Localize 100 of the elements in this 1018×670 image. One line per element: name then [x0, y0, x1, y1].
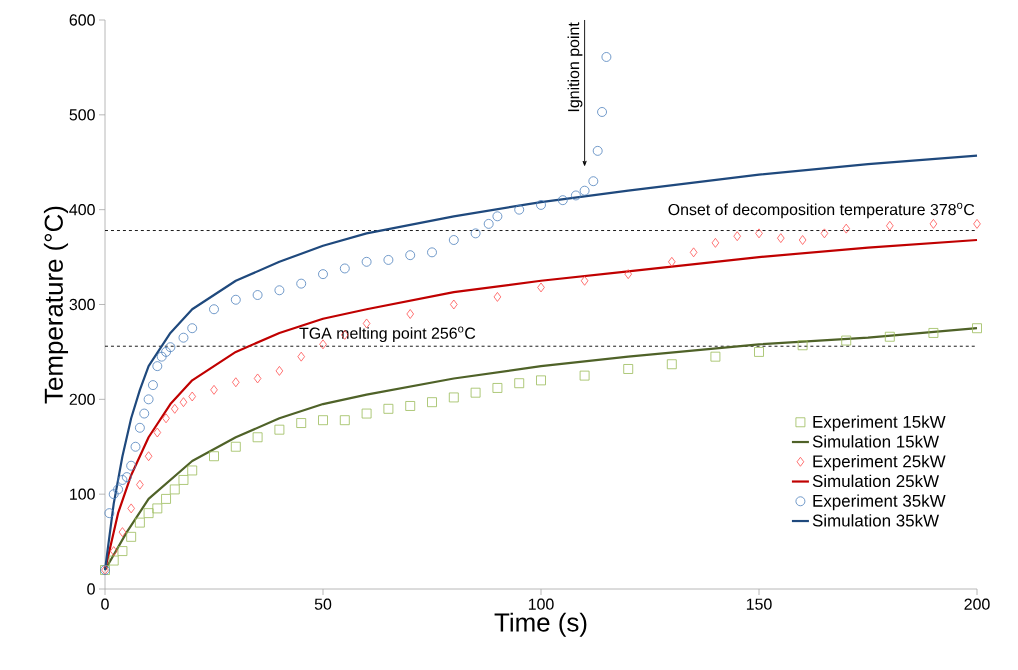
point [118, 527, 127, 537]
point [339, 263, 350, 274]
point [297, 351, 305, 362]
point [318, 415, 328, 426]
point [169, 484, 180, 495]
y-tick-label: 0 [87, 583, 95, 595]
y-tick-label: 500 [69, 109, 95, 121]
legend-label: Simulation 25kW [812, 474, 939, 488]
point [230, 441, 241, 452]
x-tick-label: 200 [964, 598, 990, 610]
point [973, 218, 981, 229]
point [161, 494, 171, 504]
ref-line-label: TGA melting point 256$^{o}$C [299, 326, 476, 343]
point [230, 294, 241, 305]
point [126, 531, 137, 542]
point [557, 195, 568, 206]
annotation: Ignition point [567, 22, 583, 112]
point [136, 479, 144, 490]
point [144, 451, 153, 462]
point [820, 228, 829, 239]
point [601, 52, 612, 62]
point [536, 375, 546, 386]
point [929, 218, 938, 229]
point [126, 460, 137, 471]
point [143, 394, 154, 405]
point [139, 408, 150, 419]
legend-label: Experiment 15kW [813, 415, 946, 432]
point [274, 424, 285, 435]
point [448, 235, 459, 245]
point [130, 441, 141, 452]
point [319, 339, 327, 350]
point [623, 364, 634, 374]
point [427, 247, 437, 258]
point [156, 351, 167, 362]
point [361, 408, 372, 419]
line-series [103, 154, 979, 572]
point [884, 331, 895, 342]
y-tick-label: 200 [69, 393, 95, 405]
point [274, 285, 285, 296]
point [361, 256, 372, 267]
point [798, 235, 807, 245]
point [755, 228, 763, 239]
point [733, 231, 741, 242]
point [117, 475, 128, 485]
point [570, 190, 581, 201]
point [109, 546, 118, 556]
point [383, 255, 394, 265]
point [187, 465, 198, 476]
point [153, 427, 162, 438]
point [296, 418, 307, 428]
point [689, 247, 698, 258]
point [162, 413, 170, 424]
point [209, 451, 219, 462]
point [754, 347, 764, 357]
point [536, 200, 546, 210]
x-tick-label: 150 [746, 598, 772, 610]
point [597, 107, 607, 117]
point [210, 384, 218, 395]
x-axis-title: Time (s) [494, 612, 587, 637]
point [470, 228, 481, 239]
point [624, 269, 632, 280]
legend-label: Experiment 25kW [813, 454, 946, 471]
legend-label: Simulation 35kW [812, 514, 939, 527]
point [178, 475, 189, 485]
point [143, 508, 154, 519]
x-tick-label: 0 [101, 598, 109, 610]
point [104, 508, 115, 519]
point [450, 299, 458, 310]
point [178, 332, 189, 343]
point [588, 176, 599, 187]
point [777, 233, 785, 244]
point [275, 365, 284, 376]
point [108, 489, 119, 500]
point [493, 292, 502, 302]
point [406, 309, 414, 319]
point [113, 484, 123, 495]
point [592, 145, 603, 156]
y-tick-label: 100 [70, 488, 95, 500]
point [492, 383, 503, 393]
point [711, 237, 720, 248]
legend-label: Simulation 15kW [812, 435, 939, 448]
point [579, 185, 590, 196]
point [117, 546, 128, 556]
point [148, 380, 158, 391]
point [842, 223, 850, 234]
point [668, 256, 676, 267]
point [580, 275, 589, 286]
ref-line-label: Onset of decomposition temperature 378$^{o}$C [668, 202, 975, 219]
point [886, 220, 894, 231]
point [710, 351, 721, 362]
y-tick-label: 400 [69, 204, 95, 216]
point [187, 323, 198, 334]
point [405, 401, 416, 411]
point [928, 328, 939, 338]
point [448, 392, 459, 403]
point [152, 503, 163, 514]
point [514, 204, 525, 215]
point [427, 397, 437, 408]
point [209, 304, 219, 315]
point [296, 278, 307, 289]
